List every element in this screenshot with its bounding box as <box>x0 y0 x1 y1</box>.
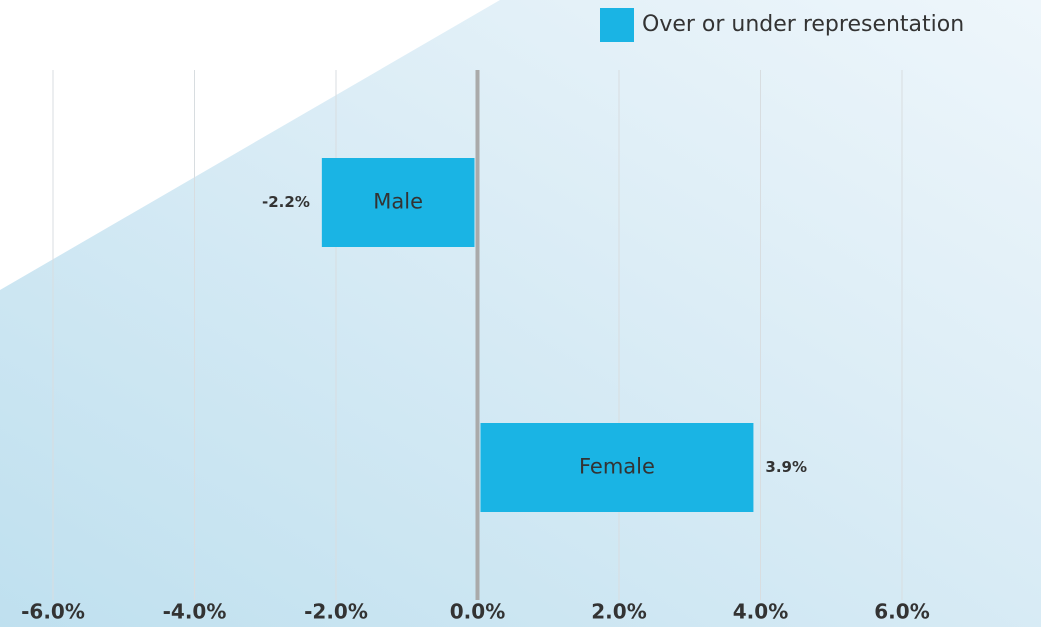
value-label: -2.2% <box>262 193 310 211</box>
x-tick-label: -2.0% <box>304 600 368 624</box>
category-label: Female <box>579 455 655 479</box>
background-corner <box>0 0 500 290</box>
bar <box>321 158 475 247</box>
value-label: 3.9% <box>765 458 807 476</box>
x-tick-label: -6.0% <box>21 600 85 624</box>
x-tick-label: 2.0% <box>591 600 646 624</box>
legend-swatch <box>600 8 634 42</box>
legend-label: Over or under representation <box>642 12 964 37</box>
x-tick-label: -4.0% <box>163 600 227 624</box>
x-tick-label: 4.0% <box>733 600 788 624</box>
category-label: Male <box>373 190 423 214</box>
x-tick-label: 6.0% <box>874 600 929 624</box>
x-tick-label: 0.0% <box>450 600 505 624</box>
bar <box>480 423 754 512</box>
